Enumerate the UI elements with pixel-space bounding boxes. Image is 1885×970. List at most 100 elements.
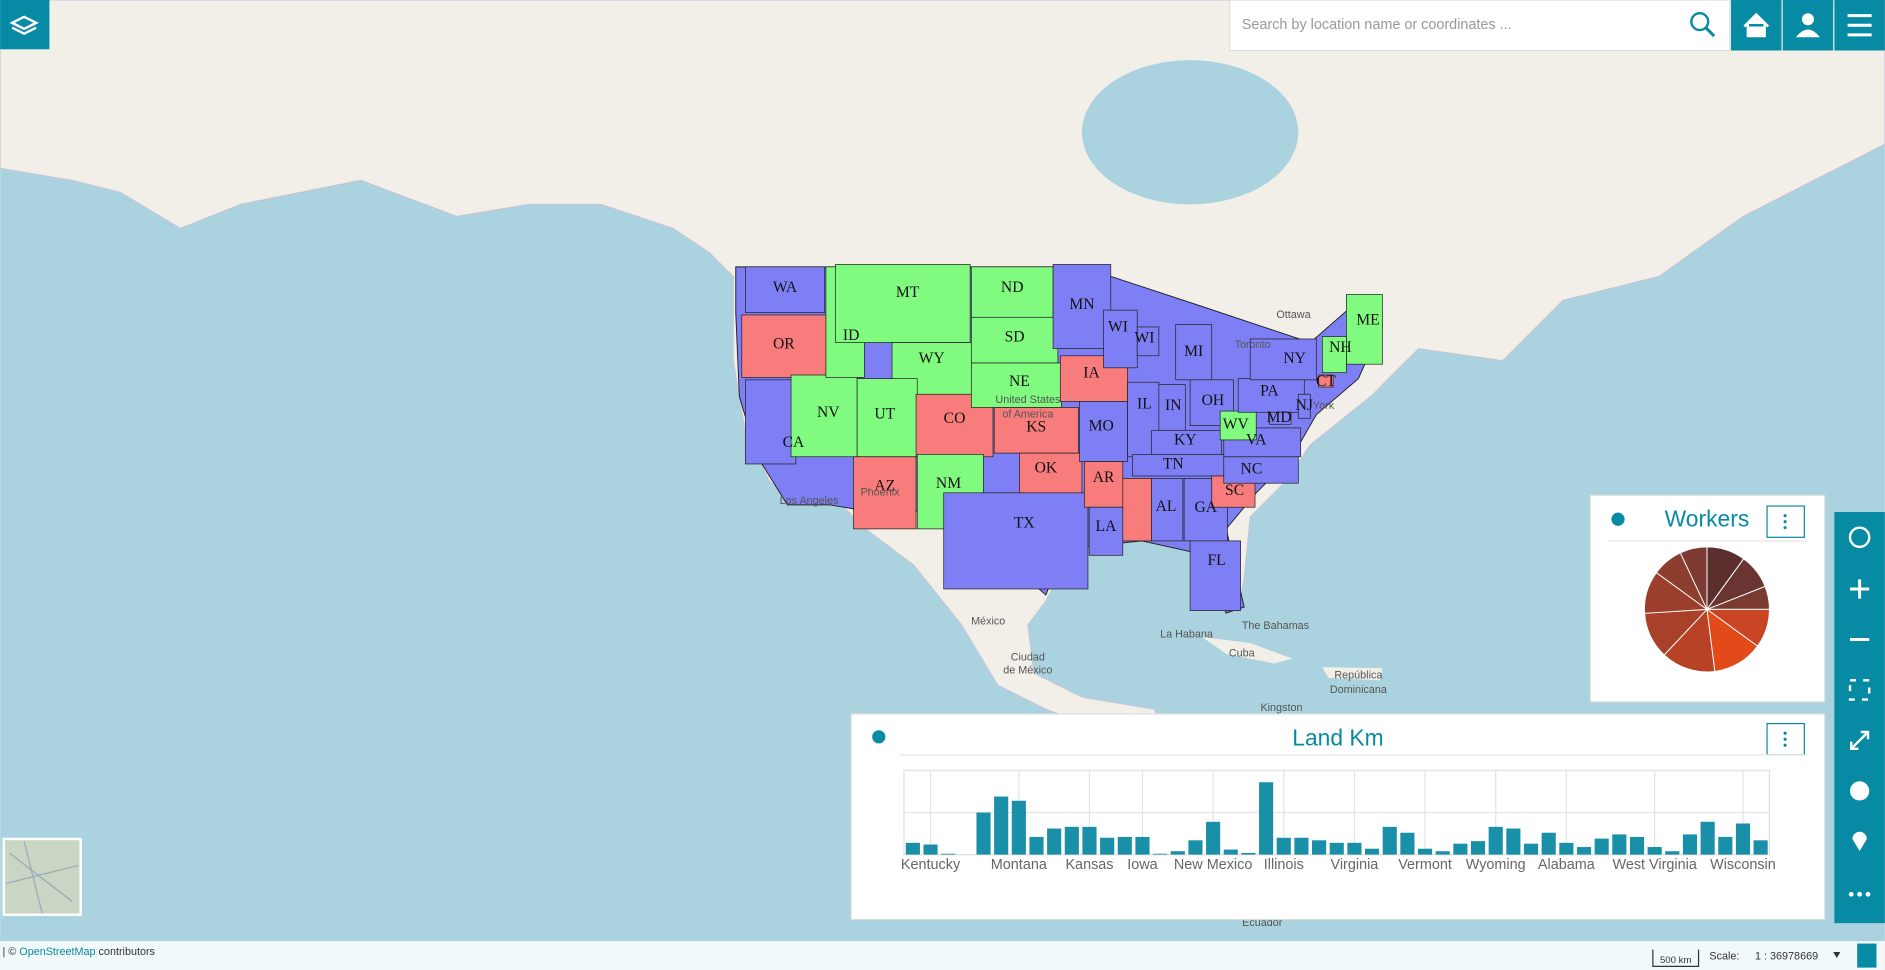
background-selector[interactable] [2, 837, 82, 916]
states [741, 264, 1383, 611]
bar [1206, 821, 1221, 855]
menu-icon [1847, 14, 1872, 37]
state-shape [790, 374, 858, 458]
attribution-link[interactable]: OpenStreetMap [19, 946, 95, 958]
state-shape [835, 264, 971, 343]
bar [1100, 837, 1115, 855]
state-label: CO [944, 410, 966, 427]
bar-chart: Kentucky Montana Kansas Iowa New Mexico Illin… [901, 769, 1776, 873]
state-label: NV [817, 404, 840, 421]
bar [1735, 823, 1751, 855]
state-label: MO [1089, 417, 1114, 434]
state-label: CA [783, 434, 805, 451]
state-label: OH [1202, 392, 1225, 409]
x-tick-label: Montana [991, 857, 1048, 873]
bar [1329, 842, 1344, 855]
bar [1629, 836, 1645, 855]
state-label: AR [1093, 469, 1115, 486]
more-button[interactable] [1848, 891, 1871, 897]
bar [1523, 843, 1539, 855]
bar [1559, 842, 1574, 855]
state-label: SC [1225, 482, 1244, 499]
place-label: Phoenix [860, 487, 900, 499]
bar [1082, 826, 1097, 855]
state-shape [1189, 540, 1241, 611]
scale-select[interactable]: 1 : 36978669 [1755, 951, 1818, 963]
layers-icon [9, 15, 39, 35]
bar [1718, 836, 1733, 855]
full-extent-button[interactable] [1848, 679, 1871, 701]
state-label: TX [1014, 515, 1035, 532]
state-shape [741, 314, 827, 378]
state-shape [1318, 374, 1334, 388]
place-label: República [1334, 669, 1382, 681]
map-toolbar [1834, 512, 1885, 924]
state-label: CT [1316, 373, 1336, 390]
home-button[interactable] [1731, 0, 1782, 51]
state-shape [970, 316, 1059, 364]
state-label: ID [843, 327, 859, 344]
user-icon [1801, 13, 1814, 26]
x-tick-label: Alabama [1538, 857, 1596, 873]
globe-button[interactable] [1849, 781, 1870, 801]
layers-button[interactable] [0, 0, 50, 50]
x-tick-label: West Virginia [1612, 857, 1697, 873]
place-label: United States [995, 394, 1060, 406]
place-label: Cuba [1229, 648, 1255, 660]
pie-slice [1679, 546, 1708, 610]
marker-button[interactable] [1852, 831, 1867, 852]
bar [1294, 837, 1309, 855]
x-tick-label: Wisconsin [1710, 857, 1776, 873]
state-shape [1083, 461, 1124, 508]
place-label: Toronto [1235, 339, 1271, 351]
fullscreen-button[interactable] [1849, 730, 1870, 751]
bar [994, 796, 1009, 855]
bar [905, 842, 920, 855]
bar [1011, 800, 1026, 855]
home-icon [1743, 12, 1770, 38]
state-label: VA [1246, 432, 1267, 449]
place-label: Los Angeles [780, 495, 839, 507]
search-icon-handle [1704, 26, 1716, 38]
bar [1276, 837, 1291, 855]
search-icon[interactable] [1690, 12, 1710, 32]
state-shape [853, 456, 917, 530]
state-label: MT [896, 284, 920, 301]
state-label: SD [1005, 328, 1025, 345]
state-shape [1136, 326, 1160, 357]
bar [1435, 851, 1450, 855]
search-box[interactable] [1229, 0, 1731, 52]
scale-label: Scale: [1709, 951, 1739, 963]
state-label: AZ [874, 477, 895, 494]
state-label: IN [1165, 397, 1181, 414]
bar [1029, 836, 1044, 855]
bar [1188, 840, 1203, 855]
help-icon[interactable] [872, 730, 886, 744]
mouse-position-button[interactable] [1857, 943, 1877, 968]
state-label: WI [1108, 319, 1128, 336]
state-shape [1321, 336, 1347, 373]
state-label: WY [919, 350, 945, 367]
locate-button[interactable] [1848, 526, 1871, 549]
state-label: OK [1035, 459, 1058, 476]
attribution-suffix: contributors [96, 946, 156, 958]
widget-title: Workers [1665, 505, 1750, 531]
state-shape [970, 266, 1054, 318]
x-tick-label: Iowa [1127, 857, 1158, 873]
bar [1682, 834, 1698, 855]
zoom-in-button[interactable] [1849, 579, 1870, 599]
state-label: KY [1174, 432, 1197, 449]
state-shape [1088, 506, 1124, 556]
help-icon[interactable] [1611, 512, 1625, 526]
bar [1576, 847, 1592, 855]
bar [941, 853, 956, 855]
state-shape [943, 492, 1089, 590]
state-label: MN [1069, 296, 1094, 313]
places: Ottawa Toronto York Los Angeles Phoenix Unite… [780, 309, 1387, 929]
bar [1047, 828, 1062, 855]
state-label: NM [936, 475, 961, 492]
bar [1347, 842, 1362, 855]
search-placeholder: Search by location name or coordinates .… [1242, 17, 1512, 33]
x-tick-label: Vermont [1398, 857, 1452, 873]
bar [1170, 851, 1185, 855]
